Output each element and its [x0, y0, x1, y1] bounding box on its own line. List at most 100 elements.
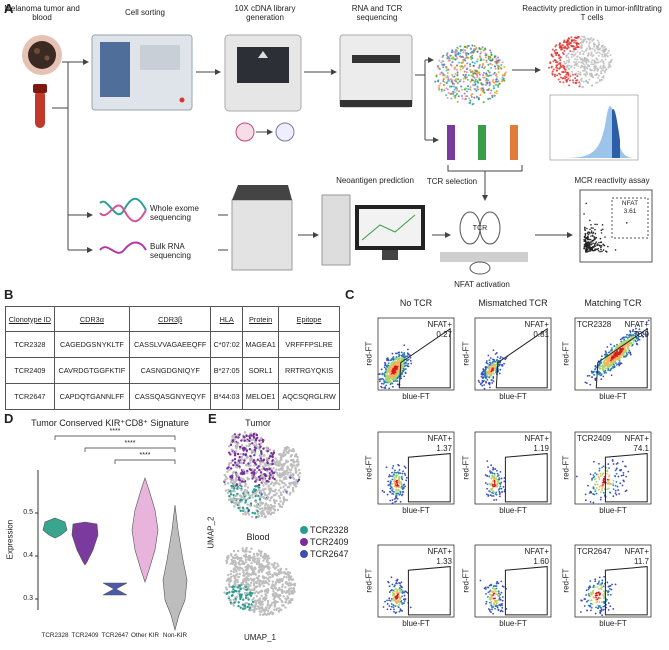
- gate: [398, 327, 451, 389]
- flow-dot: [599, 472, 602, 475]
- umap-dot: [488, 84, 491, 87]
- assay-dot: [592, 232, 594, 234]
- umap-dot: [235, 443, 239, 447]
- umap-dot: [292, 473, 295, 476]
- umap-dot: [593, 45, 596, 48]
- umap-dot: [550, 53, 553, 56]
- flow-dot: [617, 357, 620, 359]
- flow-dot: [498, 493, 501, 496]
- umap-dot: [497, 59, 500, 62]
- umap-dot: [577, 70, 580, 73]
- flow-dot: [484, 474, 487, 476]
- flow-dot: [399, 584, 402, 587]
- umap-dot: [487, 97, 490, 100]
- flow-dot: [595, 596, 598, 599]
- flow-dot: [618, 352, 620, 355]
- umap-dot: [453, 91, 456, 94]
- umap-dot: [240, 557, 243, 560]
- umap-dot: [260, 493, 263, 496]
- flow-dot: [502, 486, 505, 488]
- assay-dot: [603, 244, 605, 247]
- assay-dot: [601, 224, 604, 226]
- flow-dot: [398, 610, 401, 613]
- umap-dot: [576, 58, 579, 61]
- flow-dot: [498, 482, 501, 485]
- flow-dot: [617, 475, 620, 478]
- flow-dot: [398, 482, 401, 484]
- flow-dot: [484, 370, 486, 373]
- umap-dot: [275, 607, 279, 610]
- flow-dot: [405, 591, 408, 593]
- umap-dot: [471, 103, 474, 106]
- flow-dot: [622, 479, 625, 482]
- flow-dot: [594, 578, 597, 581]
- flow-dot: [594, 368, 596, 371]
- umap-dot: [580, 79, 583, 82]
- umap-dot: [238, 455, 241, 459]
- umap-dot: [286, 471, 290, 474]
- umap-dot: [258, 557, 261, 560]
- flow-dot: [594, 580, 597, 583]
- flow-dot: [394, 605, 397, 608]
- umap-dot: [258, 495, 262, 499]
- umap-dot: [494, 67, 497, 70]
- umap-dot: [262, 458, 266, 461]
- umap-dot: [483, 67, 486, 70]
- flow-dot: [622, 474, 625, 477]
- flow-dot: [591, 590, 594, 593]
- flow-dot: [493, 474, 496, 476]
- umap-dot: [294, 466, 297, 470]
- umap-dot: [235, 466, 239, 469]
- flow-dot: [409, 356, 412, 359]
- umap-dot: [480, 48, 483, 51]
- umap-dot: [469, 99, 472, 102]
- umap-dot: [475, 60, 478, 63]
- umap-dot: [281, 585, 284, 589]
- umap-dot: [443, 63, 446, 66]
- umap-dot: [481, 66, 484, 69]
- flow-dot: [388, 591, 391, 593]
- flow-dot: [609, 368, 612, 371]
- flow-dot: [490, 590, 493, 593]
- flow-dot: [402, 353, 405, 356]
- umap-dot: [257, 465, 260, 468]
- flow-dot: [612, 484, 615, 487]
- flow-dot: [622, 336, 624, 339]
- flow-dot: [598, 488, 600, 491]
- umap-dot: [606, 54, 609, 57]
- assay-dot: [586, 235, 589, 238]
- umap-dot: [583, 59, 586, 62]
- umap-dot: [267, 512, 270, 516]
- flow-dot: [402, 470, 404, 473]
- umap-dot: [246, 503, 249, 506]
- assay-dot: [584, 229, 586, 232]
- umap-dot: [233, 583, 236, 587]
- umap-dot: [453, 88, 456, 91]
- umap-dot: [249, 581, 253, 585]
- umap-dot: [266, 461, 269, 464]
- flow-dot: [617, 489, 620, 491]
- flow-dot: [601, 466, 604, 469]
- flow-dot: [395, 496, 398, 499]
- flow-dot: [383, 366, 386, 369]
- umap-dot: [252, 432, 256, 436]
- umap-dot: [451, 75, 454, 78]
- umap-dot: [455, 86, 458, 89]
- flow-dot: [394, 601, 397, 604]
- umap-dot: [236, 452, 240, 456]
- umap-dot: [561, 44, 564, 47]
- umap-dot: [241, 547, 244, 550]
- flow-dot: [383, 374, 386, 377]
- umap-dot: [583, 35, 586, 38]
- umap-dot: [242, 598, 245, 601]
- umap-dot: [462, 77, 465, 80]
- flow-dot: [486, 460, 489, 463]
- assay-dot: [589, 242, 591, 245]
- flow-dot: [595, 606, 597, 609]
- umap-dot: [253, 606, 256, 610]
- flow-dot: [587, 588, 590, 591]
- umap-dot: [295, 479, 298, 482]
- flow-dot: [605, 353, 607, 355]
- flow-dot: [606, 346, 609, 348]
- assay-dot: [591, 247, 594, 249]
